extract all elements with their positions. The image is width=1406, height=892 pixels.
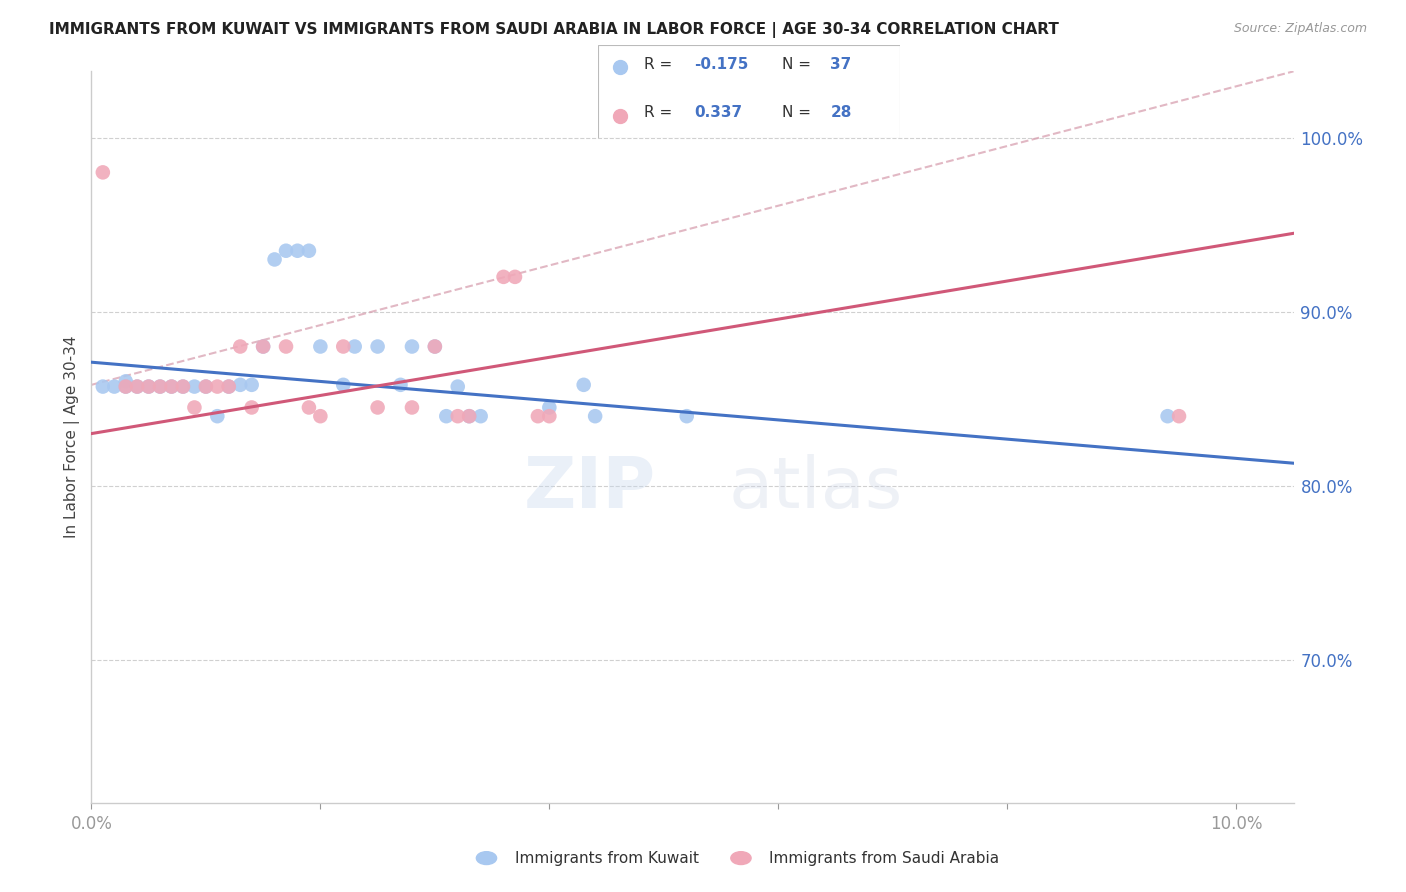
Point (160, 379, 183, 393)
Point (367, 339, 389, 353)
Y-axis label: In Labor Force | Age 30-34: In Labor Force | Age 30-34 (65, 335, 80, 539)
Point (183, 401, 205, 415)
Point (263, 252, 285, 267)
Point (287, 244, 309, 258)
Point (114, 379, 136, 393)
Point (114, 375, 136, 389)
Point (103, 379, 125, 393)
Point (127, 379, 149, 393)
Point (172, 379, 194, 393)
Text: 37: 37 (831, 57, 852, 71)
Text: N =: N = (782, 57, 811, 71)
Point (423, 339, 446, 353)
Point (183, 379, 205, 393)
Point (218, 379, 240, 393)
Point (609, 60, 631, 74)
Text: R =: R = (644, 57, 672, 71)
Point (367, 401, 389, 415)
Point (252, 339, 274, 353)
Point (114, 379, 136, 393)
Point (240, 401, 263, 415)
Point (218, 379, 240, 393)
Point (298, 401, 321, 415)
Point (343, 339, 366, 353)
Text: Immigrants from Saudi Arabia: Immigrants from Saudi Arabia (769, 851, 1000, 865)
Text: R =: R = (644, 105, 672, 120)
Point (470, 409, 492, 424)
Point (675, 409, 697, 424)
Point (127, 379, 149, 393)
Point (572, 377, 595, 392)
Point (160, 379, 183, 393)
Point (138, 379, 160, 393)
Point (274, 339, 297, 353)
Point (447, 409, 470, 424)
Point (207, 379, 229, 393)
Point (149, 379, 172, 393)
Point (309, 409, 332, 424)
Point (434, 409, 457, 424)
Point (332, 377, 354, 392)
Point (309, 339, 332, 353)
Point (447, 379, 470, 393)
Point (458, 409, 481, 424)
Text: atlas: atlas (728, 454, 903, 523)
Point (503, 269, 526, 284)
Point (252, 339, 274, 353)
Point (194, 379, 217, 393)
Point (207, 409, 229, 424)
FancyBboxPatch shape (598, 45, 900, 138)
Point (401, 339, 423, 353)
Text: ZIP: ZIP (524, 454, 657, 523)
Text: 0.337: 0.337 (695, 105, 742, 120)
Point (91, 379, 114, 393)
Point (229, 377, 252, 392)
Point (240, 377, 263, 392)
Text: Source: ZipAtlas.com: Source: ZipAtlas.com (1233, 22, 1367, 36)
Point (172, 379, 194, 393)
Point (458, 409, 481, 424)
Text: -0.175: -0.175 (695, 57, 748, 71)
Point (527, 409, 550, 424)
Text: 28: 28 (831, 105, 852, 120)
Point (274, 244, 297, 258)
Point (538, 409, 561, 424)
Point (609, 109, 631, 123)
Text: IMMIGRANTS FROM KUWAIT VS IMMIGRANTS FROM SAUDI ARABIA IN LABOR FORCE | AGE 30-3: IMMIGRANTS FROM KUWAIT VS IMMIGRANTS FRO… (49, 22, 1059, 38)
Point (1156, 409, 1178, 424)
Point (389, 377, 412, 392)
Text: N =: N = (782, 105, 811, 120)
Point (492, 269, 515, 284)
Point (1168, 409, 1191, 424)
Point (423, 339, 446, 353)
Point (138, 379, 160, 393)
Point (149, 379, 172, 393)
Point (583, 409, 606, 424)
Point (401, 401, 423, 415)
Point (538, 401, 561, 415)
Point (298, 244, 321, 258)
Point (91, 165, 114, 179)
Text: Immigrants from Kuwait: Immigrants from Kuwait (515, 851, 699, 865)
Point (229, 339, 252, 353)
Point (332, 339, 354, 353)
Point (194, 379, 217, 393)
